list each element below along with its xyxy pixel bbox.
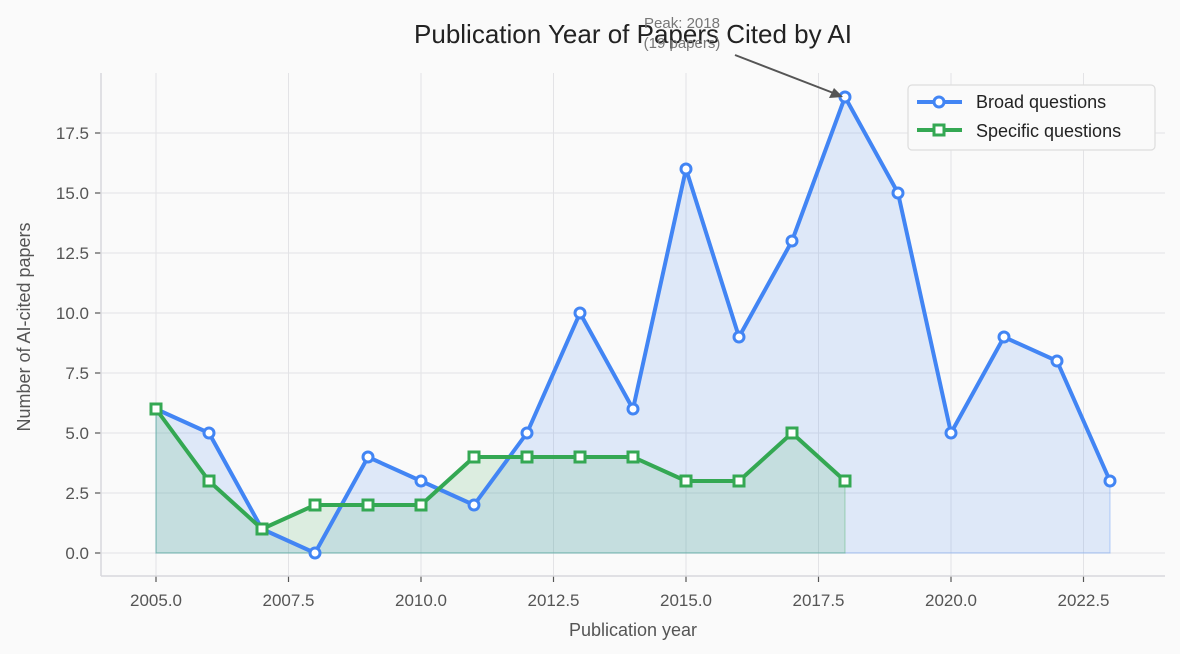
annotation-arrow (734, 54, 837, 95)
circle-marker-icon (732, 330, 746, 344)
y-tick-label: 5.0 (65, 424, 89, 443)
axes (95, 73, 1165, 582)
chart-title: Publication Year of Papers Cited by AI (414, 19, 852, 49)
series-lines (149, 90, 1117, 560)
square-marker-icon (414, 498, 428, 512)
square-marker-icon (932, 123, 946, 137)
x-tick-label: 2005.0 (130, 591, 182, 610)
square-marker-icon (255, 522, 269, 536)
square-marker-icon (520, 450, 534, 464)
circle-marker-icon (467, 498, 481, 512)
y-tick-label: 15.0 (56, 184, 89, 203)
square-marker-icon (785, 426, 799, 440)
legend-item-broad: Broad questions (976, 92, 1106, 112)
y-tick-label: 10.0 (56, 304, 89, 323)
x-tick-label: 2012.5 (528, 591, 580, 610)
circle-marker-icon (202, 426, 216, 440)
y-tick-label: 12.5 (56, 244, 89, 263)
series-fills (155, 95, 1111, 554)
circle-marker-icon (520, 426, 534, 440)
y-axis-label: Number of AI-cited papers (14, 222, 34, 431)
x-tick-label: 2010.0 (395, 591, 447, 610)
annotation-line2: (19 papers) (644, 35, 721, 52)
x-tick-label: 2015.0 (660, 591, 712, 610)
circle-marker-icon (944, 426, 958, 440)
x-tick-label: 2007.5 (263, 591, 315, 610)
circle-marker-icon (997, 330, 1011, 344)
square-marker-icon (149, 402, 163, 416)
legend-item-specific: Specific questions (976, 121, 1121, 141)
circle-marker-icon (891, 186, 905, 200)
circle-marker-icon (1103, 474, 1117, 488)
y-tick-label: 17.5 (56, 124, 89, 143)
square-marker-icon (573, 450, 587, 464)
y-tick-label: 7.5 (65, 364, 89, 383)
y-tick-label: 0.0 (65, 544, 89, 563)
x-tick-label: 2017.5 (793, 591, 845, 610)
circle-marker-icon (308, 546, 322, 560)
arrow-head-icon (829, 88, 843, 98)
y-tick-label: 2.5 (65, 484, 89, 503)
circle-marker-icon (932, 95, 946, 109)
square-marker-icon (361, 498, 375, 512)
circle-marker-icon (414, 474, 428, 488)
legend: Broad questions Specific questions (907, 84, 1156, 151)
circle-marker-icon (573, 306, 587, 320)
square-marker-icon (467, 450, 481, 464)
annotation-line1: Peak: 2018 (644, 15, 720, 32)
circle-marker-icon (785, 234, 799, 248)
circle-marker-icon (679, 162, 693, 176)
series-line (154, 407, 847, 531)
square-marker-icon (838, 474, 852, 488)
square-marker-icon (626, 450, 640, 464)
grid-lines (101, 73, 1165, 576)
legend-box (907, 84, 1156, 151)
peak-annotation: Peak: 2018 (19 papers) (644, 15, 843, 98)
x-axis-label: Publication year (569, 620, 697, 640)
square-marker-icon (679, 474, 693, 488)
x-tick-label: 2020.0 (925, 591, 977, 610)
x-tick-label: 2022.5 (1058, 591, 1110, 610)
square-marker-icon (202, 474, 216, 488)
square-marker-icon (308, 498, 322, 512)
circle-marker-icon (361, 450, 375, 464)
square-marker-icon (732, 474, 746, 488)
circle-marker-icon (1050, 354, 1064, 368)
circle-marker-icon (626, 402, 640, 416)
tick-labels: 2005.0 2007.5 2010.0 2012.5 2015.0 2017.5 2020… (56, 124, 1110, 610)
